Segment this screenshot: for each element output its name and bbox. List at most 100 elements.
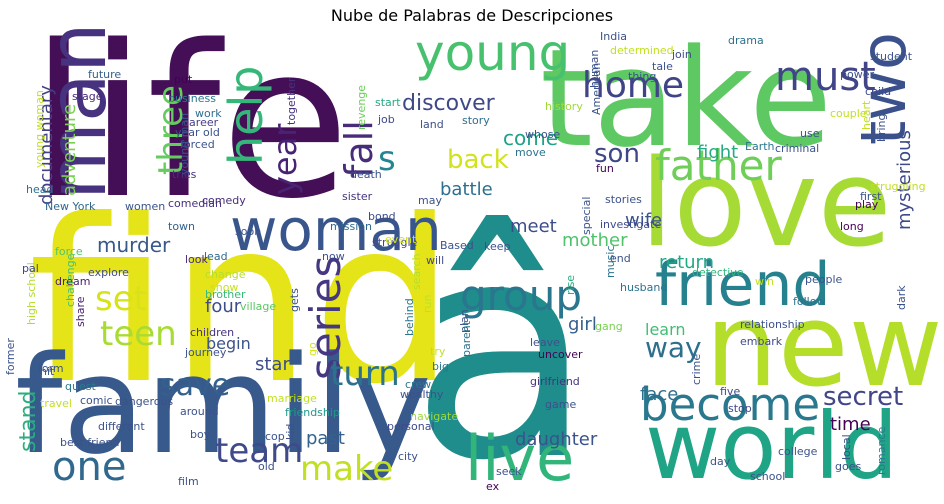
word-save: save: [160, 368, 230, 403]
word-travel: travel: [40, 397, 72, 410]
word-new: new: [705, 279, 943, 413]
word-murder: murder: [97, 233, 171, 257]
word-discover: discover: [402, 91, 496, 116]
word-land: land: [420, 118, 444, 131]
word-show: show: [210, 281, 238, 294]
word-women: women: [125, 200, 165, 213]
word-time: time: [830, 414, 871, 435]
word-power: power: [840, 68, 874, 81]
word-friendship: friendship: [285, 406, 340, 419]
word-old: old: [258, 460, 275, 473]
word-rise: rise: [564, 275, 577, 295]
word-based: Based: [440, 239, 474, 252]
word-town: town: [168, 220, 195, 233]
word-leave: leave: [530, 336, 560, 349]
word-village: village: [240, 300, 276, 313]
word-meet: meet: [510, 216, 557, 237]
word-explore: explore: [88, 266, 129, 279]
word-job: job: [377, 113, 395, 126]
word-series: series: [301, 256, 350, 380]
word-team: team: [215, 431, 303, 471]
word-different: different: [98, 420, 145, 433]
word-goes: goes: [835, 460, 861, 473]
word-boy: boy: [190, 428, 211, 441]
word-forced: forced: [180, 138, 215, 151]
word-daughter: daughter: [515, 429, 598, 450]
word-stand: stand: [16, 391, 41, 452]
word-wealthy: wealthy: [400, 388, 444, 401]
word-gets: gets: [288, 288, 301, 312]
word-game: game: [545, 398, 576, 411]
word-work: work: [195, 107, 222, 120]
word-human: human: [588, 50, 601, 88]
word-pal: pal: [22, 262, 39, 275]
word-put: put: [174, 73, 193, 86]
word-seek: seek: [496, 465, 522, 478]
word-struggle: struggle: [372, 236, 418, 249]
word-star: star: [255, 354, 290, 375]
word-bring: bring: [875, 113, 888, 142]
word-crime: crime: [690, 354, 703, 385]
word-help: help: [219, 66, 273, 165]
word-go: go: [306, 342, 319, 356]
word-college: college: [778, 445, 818, 458]
word-business: business: [168, 92, 216, 105]
word-join: join: [671, 48, 692, 61]
word-stop: stop: [728, 402, 752, 415]
word-criminal: criminal: [775, 142, 819, 155]
word-earth: Earth: [745, 140, 775, 153]
word-embark: embark: [740, 335, 783, 348]
word-event: event: [385, 233, 417, 246]
word-plan: plan: [458, 309, 471, 333]
word-former: former: [4, 338, 17, 375]
word-mission: mission: [330, 220, 372, 233]
word-battle: battle: [440, 179, 493, 200]
word-search: search: [410, 253, 423, 290]
chart-title: Nube de Palabras de Descripciones: [330, 6, 614, 25]
word-two: two: [847, 32, 920, 145]
word-one: one: [52, 444, 126, 490]
word-stories: stories: [605, 193, 642, 206]
word-must: must: [775, 54, 876, 100]
word-woman: woman: [230, 196, 442, 264]
word-face: face: [640, 384, 678, 405]
word-home: home: [582, 65, 684, 106]
word-look: look: [185, 253, 209, 266]
word-love: love: [640, 135, 892, 274]
word-soon: soon: [235, 225, 261, 238]
word-dream: dream: [55, 275, 91, 288]
word-family: family: [15, 327, 432, 484]
word-end: end: [610, 252, 631, 265]
word-husband: husband: [620, 281, 667, 294]
word-fight: fight: [697, 142, 738, 163]
word-best-friend: best friend: [60, 436, 119, 449]
word-a-circumflex: â: [410, 177, 594, 504]
word-son: son: [594, 139, 640, 169]
word-way: way: [645, 331, 702, 364]
word-together: together: [285, 77, 298, 125]
word-first: first: [860, 190, 882, 203]
word-lead: lead: [204, 250, 228, 263]
word-young-woman: young woman: [33, 90, 46, 168]
word-man: man: [31, 22, 124, 200]
word-year-old: year old: [175, 126, 220, 139]
word-make: make: [300, 449, 393, 489]
word-challenge: challenge: [64, 253, 77, 307]
word-local: local: [840, 434, 853, 460]
word-ex: ex: [486, 480, 500, 493]
word-s: s: [378, 139, 396, 179]
word-play: play: [855, 198, 879, 211]
word-whose: whose: [525, 128, 560, 141]
word-live: live: [465, 422, 574, 495]
word-stage: stage: [72, 90, 103, 103]
word-teen: teen: [100, 314, 177, 354]
word-american: American: [590, 63, 603, 115]
word-comedian: comedian: [168, 197, 222, 210]
word-life: life: [30, 0, 350, 245]
word-move: move: [515, 146, 546, 159]
word-girlfriend: girlfriend: [530, 375, 580, 388]
word-start: start: [375, 96, 401, 109]
word-history: history: [545, 100, 583, 113]
word-comic: comic: [80, 394, 113, 407]
word-revenge: revenge: [355, 85, 368, 130]
